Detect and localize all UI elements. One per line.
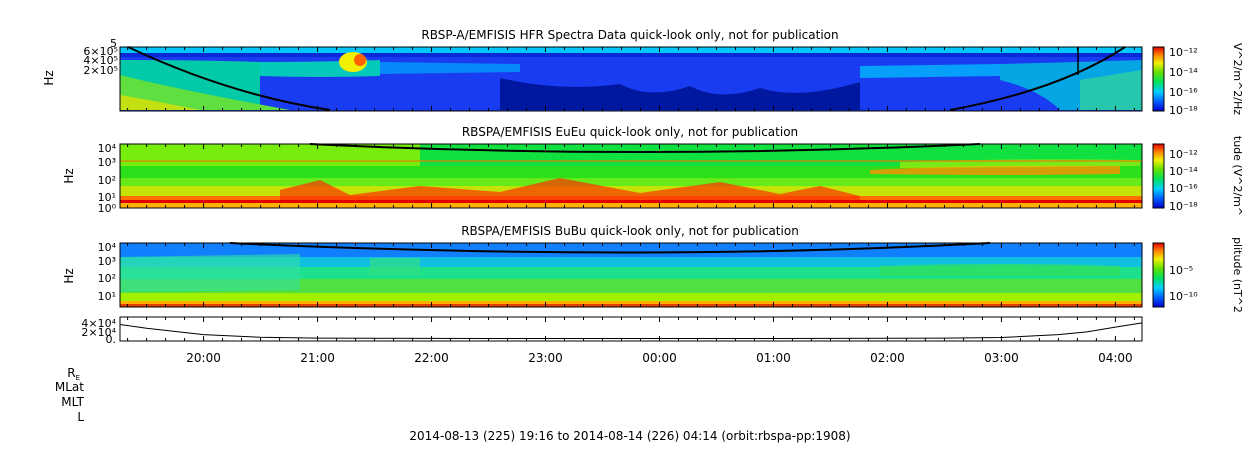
- panel-hfr-title: RBSP-A/EMFISIS HFR Spectra Data quick-lo…: [421, 28, 838, 42]
- panel-hfr-ytick: 6×10⁵: [83, 45, 118, 58]
- time-tick-label-2: 22:00: [414, 351, 449, 365]
- panel-eueu-cbar-label: tude (V^2/m^: [1231, 136, 1244, 216]
- panel-bubu-ylabel: Hz: [62, 268, 76, 283]
- panel-hfr-ytick: 4×10⁵: [83, 54, 118, 67]
- time-tick-label-6: 02:00: [870, 351, 905, 365]
- panel-hfr-cbar-tick: 10⁻¹⁸: [1169, 104, 1198, 117]
- panel-hfr-frame: [119, 46, 1143, 112]
- panel-eueu-cbar-tick: 10⁻¹⁶: [1169, 182, 1198, 195]
- panel-bubu-yticks: 10⁴ 10³ 10² 10¹: [98, 241, 117, 303]
- panel-eueu-heatmap: [120, 143, 1142, 208]
- time-tick-label-8: 04:00: [1098, 351, 1133, 365]
- panel-hfr-ylabel: Hz: [42, 70, 56, 85]
- panel-eueu-cbar-tick: 10⁻¹⁴: [1169, 165, 1198, 178]
- panel-eueu-colorbar: 10⁻¹² 10⁻¹⁴ 10⁻¹⁶ 10⁻¹⁸ tude (V^2/m^: [1152, 136, 1244, 216]
- panel-hfr-ytick: 5: [110, 37, 117, 50]
- panel-hfr-colorbar: 10⁻¹² 10⁻¹⁴ 10⁻¹⁶ 10⁻¹⁸ V^2/m^2/Hz: [1152, 43, 1244, 117]
- panel-bubu-cbar-label: plitude (nT^2: [1231, 237, 1244, 313]
- panel-bubu-ytick: 10²: [98, 272, 116, 285]
- time-ticks: [127, 47, 1135, 341]
- time-tick-label-5: 01:00: [756, 351, 791, 365]
- ephemeris-labels: RE MLat MLT L: [55, 366, 85, 424]
- ephemeris-label-mlat: MLat: [55, 380, 84, 394]
- panel-hfr-cbar-tick: 10⁻¹⁴: [1169, 66, 1198, 79]
- panel-hfr-cbar-tick: 10⁻¹⁶: [1169, 86, 1198, 99]
- panel-eueu-ylabel: Hz: [62, 168, 76, 183]
- panel-bubu-cbar-tick: 10⁻⁵: [1169, 264, 1193, 277]
- panel-line-ytick: 4×10⁴: [81, 317, 116, 330]
- panel-eueu-cbar-tick: 10⁻¹⁸: [1169, 200, 1198, 213]
- time-tick-label-4: 00:00: [642, 351, 677, 365]
- panel-eueu-ytick: 10⁴: [98, 142, 117, 155]
- panel-eueu: RBSPA/EMFISIS EuEu quick-look only, not …: [62, 125, 1244, 216]
- panel-eueu-yticks: 10⁴ 10³ 10² 10¹ 10⁰: [98, 142, 117, 215]
- panel-eueu-title: RBSPA/EMFISIS EuEu quick-look only, not …: [462, 125, 798, 139]
- panel-eueu-frame: [119, 143, 1143, 209]
- panel-eueu-ytick: 10⁰: [98, 202, 117, 215]
- footer-time-range: 2014-08-13 (225) 19:16 to 2014-08-14 (22…: [409, 429, 850, 443]
- panel-hfr-cbar-tick: 10⁻¹²: [1169, 46, 1198, 59]
- panel-eueu-ytick: 10²: [98, 174, 116, 187]
- panel-bubu-heatmap: [120, 242, 1142, 307]
- panel-hfr-heatmap: [120, 46, 1142, 111]
- panel-bubu-title: RBSPA/EMFISIS BuBu quick-look only, not …: [461, 224, 799, 238]
- ephemeris-label-mlt: MLT: [61, 395, 84, 409]
- panel-eueu-ytick: 10¹: [98, 191, 116, 204]
- panel-eueu-cbar-tick: 10⁻¹²: [1169, 148, 1198, 161]
- panel-bubu-cbar-tick: 10⁻¹⁰: [1169, 290, 1198, 303]
- time-tick-label-3: 23:00: [528, 351, 563, 365]
- panel-hfr: RBSP-A/EMFISIS HFR Spectra Data quick-lo…: [42, 28, 1244, 117]
- time-tick-label-7: 03:00: [984, 351, 1019, 365]
- panel-line-yticks: 4×10⁴ 2×10⁴ 0.: [81, 317, 116, 346]
- panel-hfr-cbar-label: V^2/m^2/Hz: [1231, 43, 1244, 115]
- ephemeris-label-l: L: [77, 410, 84, 424]
- panel-line-ytick: 2×10⁴: [81, 326, 116, 339]
- time-axis: 20:00 21:00 22:00 23:00 00:00 01:00 02:00 03:00…: [186, 351, 1132, 365]
- panel-hfr-yticks: 5 6×10⁵ 4×10⁵ 2×10⁵: [83, 37, 118, 77]
- panel-bubu: RBSPA/EMFISIS BuBu quick-look only, not …: [62, 224, 1244, 313]
- time-tick-label-1: 21:00: [300, 351, 335, 365]
- time-tick-label-0: 20:00: [186, 351, 221, 365]
- panel-line: 4×10⁴ 2×10⁴ 0.: [81, 316, 1143, 346]
- panel-bubu-colorbar: 10⁻⁵ 10⁻¹⁰ plitude (nT^2: [1152, 237, 1244, 313]
- panel-hfr-ytick: 2×10⁵: [83, 64, 118, 77]
- panel-bubu-ytick: 10¹: [98, 290, 116, 303]
- panel-bubu-frame: [119, 242, 1143, 308]
- panel-line-frame: [119, 316, 1143, 342]
- ephemeris-label-r: RE: [67, 366, 80, 382]
- panel-bubu-ytick: 10⁴: [98, 241, 117, 254]
- panel-bubu-ytick: 10³: [98, 255, 116, 268]
- line-series: [119, 322, 1143, 339]
- panel-eueu-ytick: 10³: [98, 156, 116, 169]
- panel-line-ytick: 0.: [106, 333, 117, 346]
